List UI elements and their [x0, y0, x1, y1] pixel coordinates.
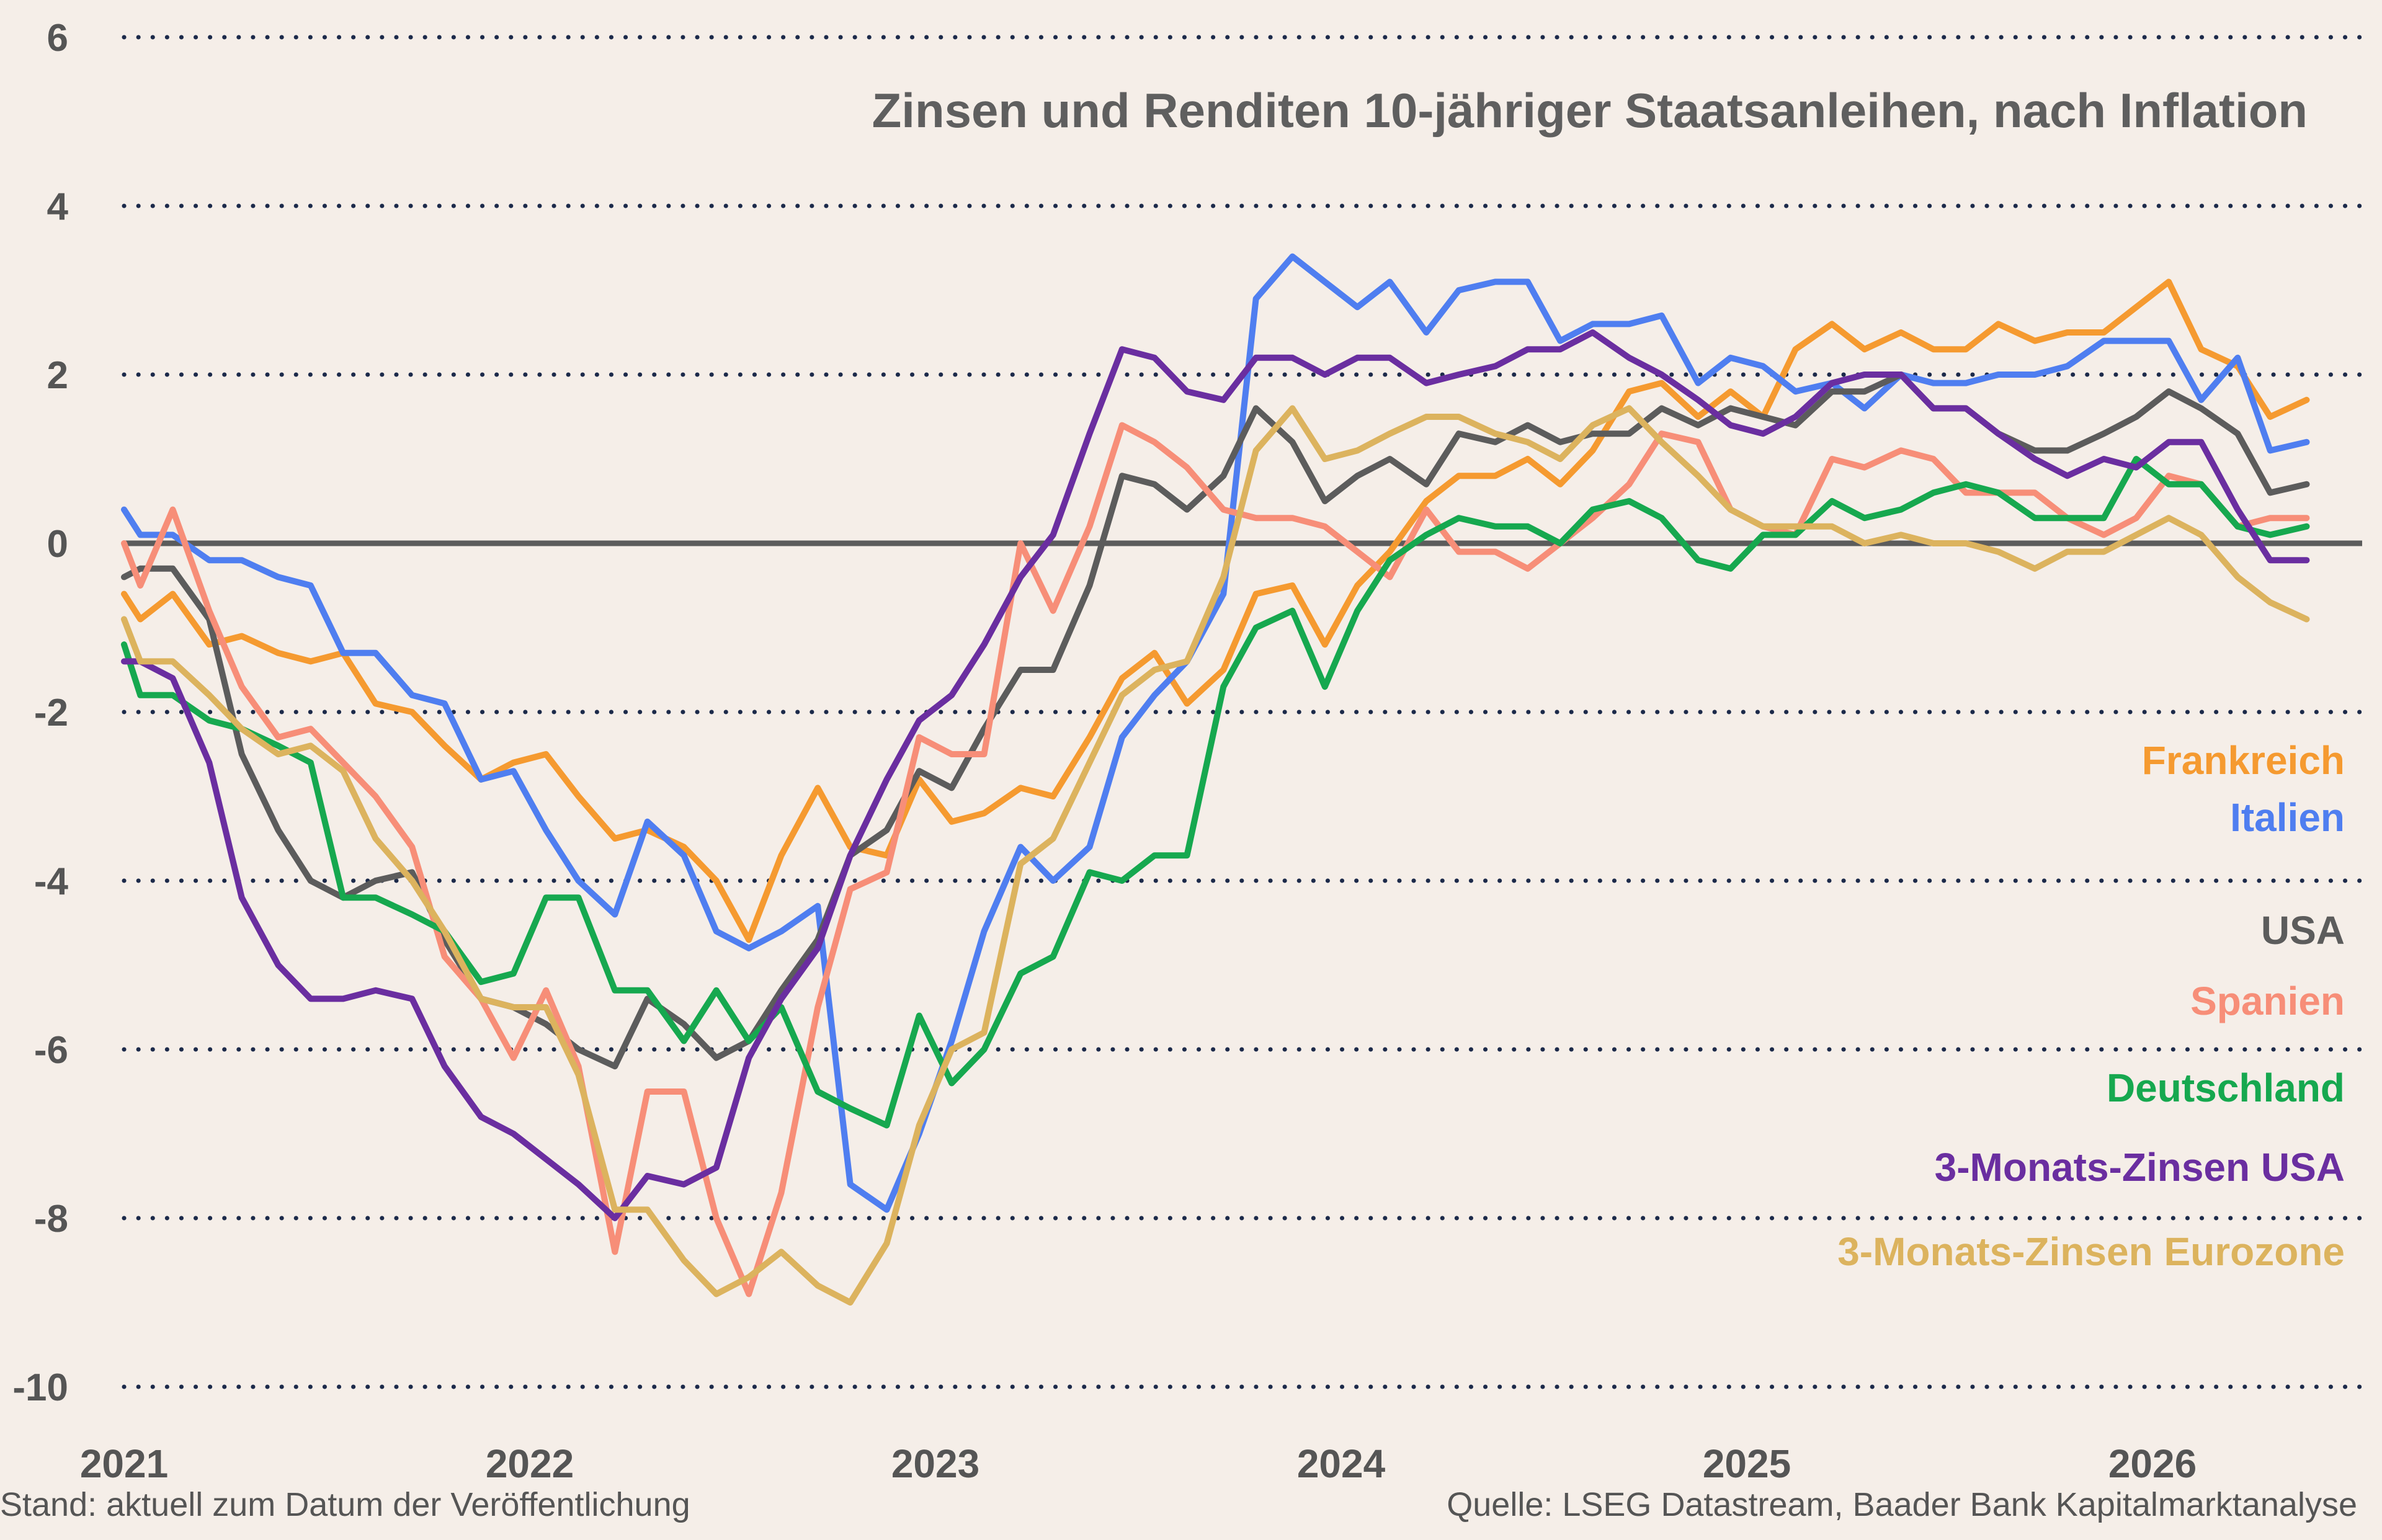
legend-entry-1: Frankreich: [2142, 738, 2345, 783]
y-tick-4: 4: [47, 185, 69, 228]
y-tick--10: -10: [12, 1366, 68, 1409]
series-line-2: [121, 253, 2310, 1213]
footer-source: Quelle: LSEG Datastream, Baader Bank Kap…: [1447, 1486, 2357, 1523]
legend-entry-3: USA: [2261, 908, 2345, 953]
legend-entry-7: 3-Monats-Zinsen Eurozone: [1837, 1229, 2345, 1274]
y-tick--6: -6: [34, 1029, 68, 1072]
x-tick-2025: 2025: [1703, 1441, 1791, 1486]
x-tick-2021: 2021: [80, 1441, 168, 1486]
legend: Frankreich Italien USA Spanien Deutschland 3-…: [1837, 738, 2345, 1274]
y-tick-0: 0: [47, 523, 68, 566]
y-tick--4: -4: [34, 860, 69, 903]
series-line-5: [121, 456, 2310, 1129]
x-tick-labels: 2021 2022 2023 2024 2025 2026: [80, 1441, 2197, 1486]
series-lines: [121, 253, 2310, 1306]
y-tick-labels: 6 4 2 0 -2 -4 -6 -8 -10: [12, 17, 68, 1409]
series-line-6: [121, 329, 2310, 1221]
footer-note: Stand: aktuell zum Datum der Veröffentli…: [0, 1486, 690, 1523]
x-tick-2022: 2022: [486, 1441, 574, 1486]
x-tick-2023: 2023: [891, 1441, 979, 1486]
y-tick-2: 2: [47, 354, 68, 397]
x-tick-2024: 2024: [1297, 1441, 1386, 1486]
y-tick--2: -2: [34, 692, 68, 734]
legend-entry-4: Spanien: [2190, 979, 2345, 1023]
grid-lines: [122, 35, 2365, 1389]
legend-entry-6: 3-Monats-Zinsen USA: [1935, 1145, 2345, 1190]
y-tick-6: 6: [47, 17, 68, 60]
legend-entry-5: Deutschland: [2107, 1066, 2345, 1110]
series-line-7: [121, 405, 2310, 1306]
legend-entry-2: Italien: [2230, 795, 2345, 840]
chart-title: Zinsen und Renditen 10-jähriger Staatsan…: [872, 83, 2308, 138]
x-tick-2026: 2026: [2108, 1441, 2197, 1486]
y-tick--8: -8: [34, 1198, 68, 1240]
